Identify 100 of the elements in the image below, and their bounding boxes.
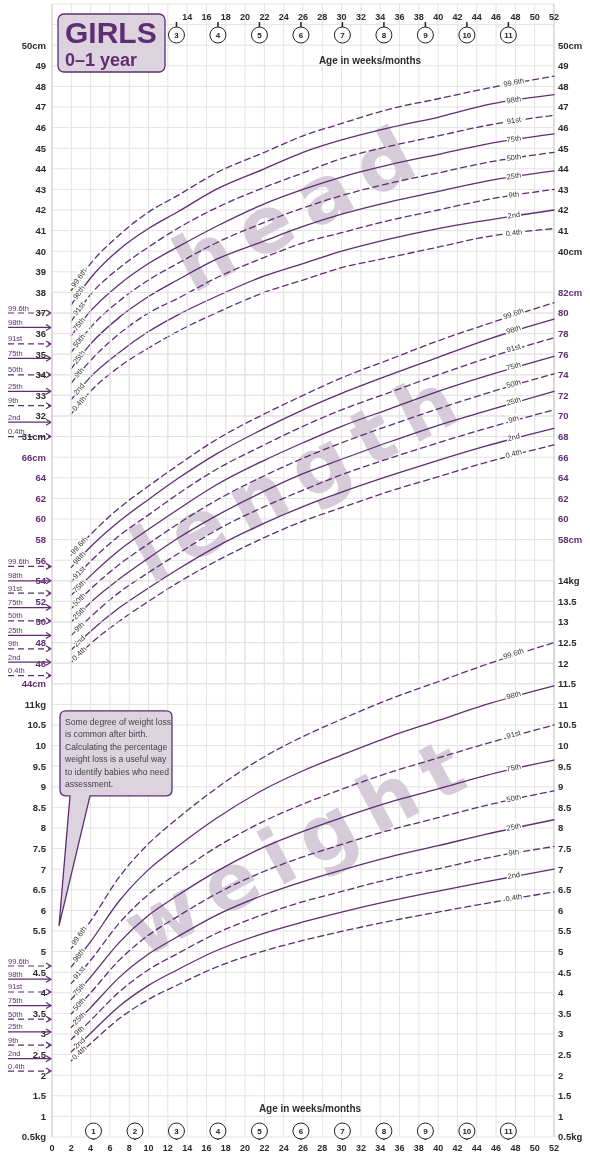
y-tick-label: 2.5 xyxy=(32,1048,47,1060)
y-tick-label: 4 xyxy=(40,987,47,999)
x-tick-label: 24 xyxy=(278,1143,289,1153)
x2-tick-label: 8 xyxy=(381,1126,387,1136)
y2-tick-label: 40cm xyxy=(558,245,583,257)
y2-tick-label: 3 xyxy=(558,1028,564,1040)
x-tick-label: 40 xyxy=(433,1143,444,1153)
y-tick-label: 3 xyxy=(40,1028,46,1040)
x-tick-label: 46 xyxy=(491,1143,502,1153)
y2-tick-label: 42 xyxy=(558,204,569,216)
x-tick-label: 34 xyxy=(375,12,386,22)
y2-tick-label: 48 xyxy=(558,80,569,92)
x-tick-label: 28 xyxy=(317,12,328,22)
y-tick-label: 40 xyxy=(35,245,46,257)
x-tick-label: 22 xyxy=(259,1143,270,1153)
y-tick-label: 36 xyxy=(35,327,46,339)
x2-tick-label: 7 xyxy=(340,30,346,40)
y-tick-label: 49 xyxy=(35,60,46,72)
y2-tick-label: 50cm xyxy=(558,39,583,51)
x-tick-label: 26 xyxy=(297,1143,309,1153)
y-tick-label: 7.5 xyxy=(32,842,47,854)
x2-tick-label: 10 xyxy=(462,30,472,40)
x-tick-label: 10 xyxy=(143,1143,154,1153)
y-tick-label: 35 xyxy=(35,348,47,360)
x-tick-label: 52 xyxy=(548,12,560,22)
y2-tick-label: 60 xyxy=(558,513,569,525)
y-tick-label: 43 xyxy=(35,183,46,195)
y-tick-label: 10.5 xyxy=(27,719,47,731)
y-tick-label: 47 xyxy=(35,101,46,113)
y2-tick-label: 11 xyxy=(558,698,569,710)
y2-tick-label: 47 xyxy=(558,101,569,113)
x2-tick-label: 11 xyxy=(504,30,514,40)
y2-tick-label: 74 xyxy=(558,369,570,381)
y-tick-label: 3.5 xyxy=(32,1007,47,1019)
y2-tick-label: 4.5 xyxy=(558,966,572,978)
x-axis-title: Age in weeks/months xyxy=(318,55,422,66)
y-tick-label: 6.5 xyxy=(32,884,47,896)
y-tick-label: 50cm xyxy=(21,39,46,51)
x-tick-label: 32 xyxy=(355,12,366,22)
x2-tick-label: 7 xyxy=(340,1126,346,1136)
y2-tick-label: 72 xyxy=(558,389,569,401)
x-tick-label: 16 xyxy=(201,1143,212,1153)
x2-tick-label: 6 xyxy=(298,1126,304,1136)
y2-tick-label: 58cm xyxy=(558,533,583,545)
y-tick-label: 32 xyxy=(35,410,46,422)
x-tick-label: 38 xyxy=(413,1143,424,1153)
x2-tick-label: 4 xyxy=(215,1126,221,1136)
x-tick-label: 2 xyxy=(68,1143,74,1153)
y2-tick-label: 10 xyxy=(558,739,569,751)
x-tick-label: 0 xyxy=(49,1143,55,1153)
y2-tick-label: 13.5 xyxy=(558,595,578,607)
x2-tick-label: 3 xyxy=(174,30,180,40)
y-tick-label: 5 xyxy=(40,945,47,957)
y2-tick-label: 8 xyxy=(558,822,564,834)
y2-tick-label: 80 xyxy=(558,307,569,319)
y-tick-label: 5.5 xyxy=(32,925,47,937)
x-tick-label: 48 xyxy=(510,12,521,22)
y2-tick-label: 12 xyxy=(558,657,569,669)
x2-tick-label: 8 xyxy=(381,30,387,40)
y-tick-label: 62 xyxy=(35,492,46,504)
y2-tick-label: 7.5 xyxy=(558,842,572,854)
y2-tick-label: 1.5 xyxy=(558,1090,572,1102)
x-tick-label: 44 xyxy=(471,1143,482,1153)
y-tick-label: 64 xyxy=(35,472,47,484)
y2-tick-label: 4 xyxy=(558,987,564,999)
x-tick-label: 34 xyxy=(375,1143,386,1153)
x-tick-label: 48 xyxy=(510,1143,521,1153)
y-tick-label: 10 xyxy=(35,739,46,751)
y2-tick-label: 82cm xyxy=(558,286,583,298)
y-tick-label: 37 xyxy=(35,307,46,319)
y-tick-label: 60 xyxy=(35,513,46,525)
y-tick-label: 38 xyxy=(35,286,46,298)
x2-tick-label: 4 xyxy=(215,30,221,40)
y2-tick-label: 2.5 xyxy=(558,1048,572,1060)
x-tick-label: 46 xyxy=(491,12,502,22)
x-tick-label: 18 xyxy=(220,12,231,22)
y2-tick-label: 0.5kg xyxy=(558,1131,583,1143)
x2-tick-label: 2 xyxy=(132,1126,138,1136)
y-tick-label: 44 xyxy=(35,163,47,175)
y2-tick-label: 64 xyxy=(558,472,570,484)
y-tick-label: 48 xyxy=(35,80,46,92)
x2-tick-label: 3 xyxy=(174,1126,180,1136)
x2-tick-label: 1 xyxy=(91,1126,97,1136)
y2-tick-label: 46 xyxy=(558,121,569,133)
x-tick-label: 24 xyxy=(278,12,289,22)
y2-tick-label: 44 xyxy=(558,163,570,175)
y2-tick-label: 2 xyxy=(558,1069,564,1081)
y-tick-label: 46 xyxy=(35,121,46,133)
x-tick-label: 20 xyxy=(240,12,251,22)
y2-tick-label: 70 xyxy=(558,410,569,422)
y2-tick-label: 62 xyxy=(558,492,569,504)
x-tick-label: 22 xyxy=(259,12,270,22)
y2-tick-label: 10.5 xyxy=(558,719,578,731)
y-tick-label: 4.5 xyxy=(32,966,47,978)
y2-tick-label: 6.5 xyxy=(558,884,572,896)
y2-tick-label: 14kg xyxy=(558,575,580,587)
x-tick-label: 4 xyxy=(88,1143,94,1153)
y-tick-label: 56 xyxy=(35,554,46,566)
y-tick-label: 0.5kg xyxy=(21,1131,47,1143)
x-tick-label: 42 xyxy=(452,1143,463,1153)
